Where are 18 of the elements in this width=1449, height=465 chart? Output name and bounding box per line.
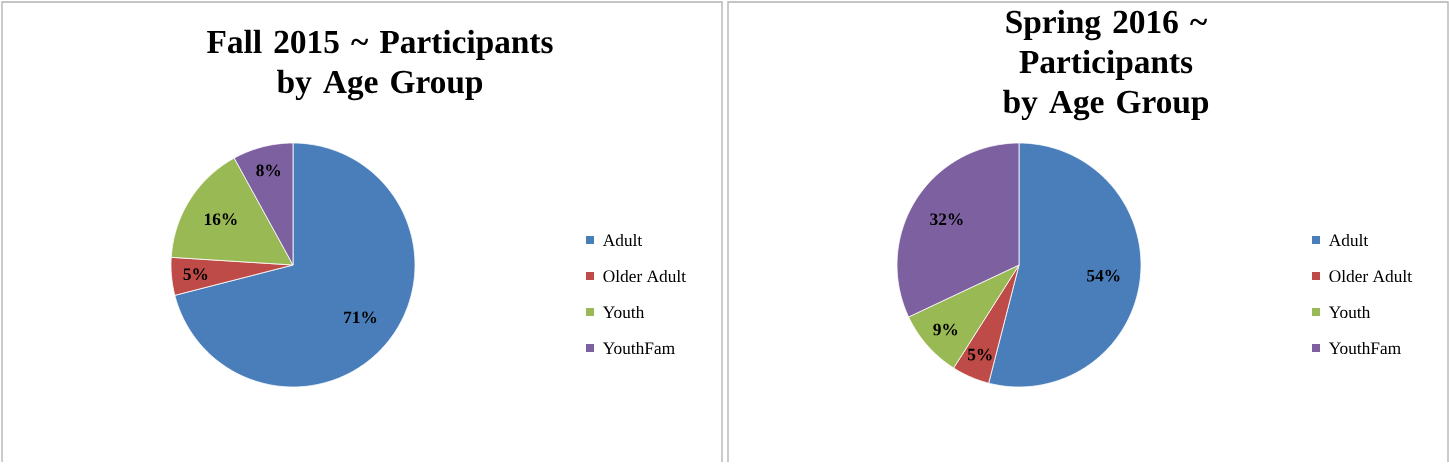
data-label: 54% (1087, 269, 1120, 282)
legend-label: Youth (1328, 305, 1371, 319)
data-label: 32% (930, 213, 963, 226)
data-label: 5% (967, 348, 992, 361)
legend-label: Youth (602, 305, 645, 319)
data-label: 8% (256, 164, 281, 177)
legend-label: Adult (602, 233, 643, 247)
legend-label: YouthFam (602, 341, 675, 355)
chart-title: Spring 2016 ~ Participants by Age Group (1003, 9, 1209, 121)
data-label: 5% (183, 268, 208, 281)
legend-label: Older Adult (1329, 269, 1412, 283)
legend-label: Older Adult (603, 269, 686, 283)
legend-label: YouthFam (1328, 341, 1401, 355)
legend-label: Adult (1328, 233, 1369, 247)
data-label: 9% (933, 323, 958, 336)
chart-title: Fall 2015 ~ Participants by Age Group (207, 29, 553, 101)
data-label: 71% (344, 311, 377, 324)
data-label: 16% (204, 213, 237, 226)
